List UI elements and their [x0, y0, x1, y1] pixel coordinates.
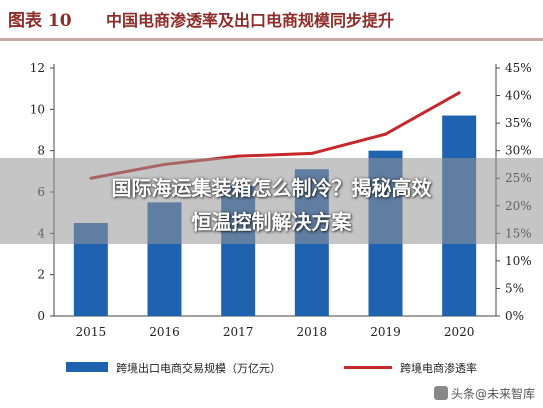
- chart-legend: 跨境出口电商交易规模（万亿元） 跨境电商渗透率: [0, 354, 543, 380]
- y-right-tick-label: 40%: [505, 89, 532, 103]
- y-right-tick-label: 35%: [505, 116, 532, 130]
- x-tick-label: 2016: [149, 325, 180, 339]
- legend-label-bar: 跨境出口电商交易规模（万亿元）: [116, 362, 281, 375]
- line-point-2017: [236, 154, 240, 158]
- x-tick-label: 2019: [370, 325, 401, 339]
- y-right-tick-label: 30%: [505, 144, 532, 158]
- y-left-tick-label: 0: [37, 309, 45, 323]
- x-tick-label: 2015: [76, 325, 107, 339]
- legend-swatch-bar: [66, 362, 108, 372]
- y-right-tick-label: 45%: [505, 61, 532, 75]
- legend-swatch-line: [344, 366, 392, 369]
- figure-label: 图表 10: [8, 11, 72, 31]
- y-left-tick-label: 10: [30, 102, 45, 116]
- y-right-tick-label: 0%: [505, 309, 524, 323]
- legend-label-line: 跨境电商渗透率: [400, 362, 477, 375]
- figure-header: 图表 10 中国电商渗透率及出口电商规模同步提升: [0, 0, 543, 41]
- y-left-tick-label: 2: [37, 268, 45, 282]
- x-tick-label: 2018: [297, 325, 328, 339]
- line-point-2018: [310, 151, 314, 155]
- figure-title: 中国电商渗透率及出口电商规模同步提升: [106, 11, 395, 30]
- line-point-2020: [457, 91, 461, 95]
- watermark: 头条@未来智库: [433, 385, 535, 402]
- y-left-tick-label: 8: [37, 144, 45, 158]
- overlay-headline-line2: 恒温控制解决方案: [191, 210, 352, 234]
- watermark-text: 头条@未来智库: [450, 387, 535, 401]
- y-right-tick-label: 5%: [505, 281, 524, 295]
- overlay-headline-line1: 国际海运集装箱怎么制冷？揭秘高效: [111, 176, 432, 200]
- y-right-tick-label: 10%: [505, 254, 532, 268]
- app-logo-icon: [433, 386, 448, 400]
- x-tick-label: 2020: [444, 325, 475, 339]
- overlay-banner: [0, 158, 543, 244]
- line-point-2019: [384, 132, 387, 136]
- y-left-tick-label: 12: [30, 61, 45, 75]
- x-tick-label: 2017: [223, 325, 254, 339]
